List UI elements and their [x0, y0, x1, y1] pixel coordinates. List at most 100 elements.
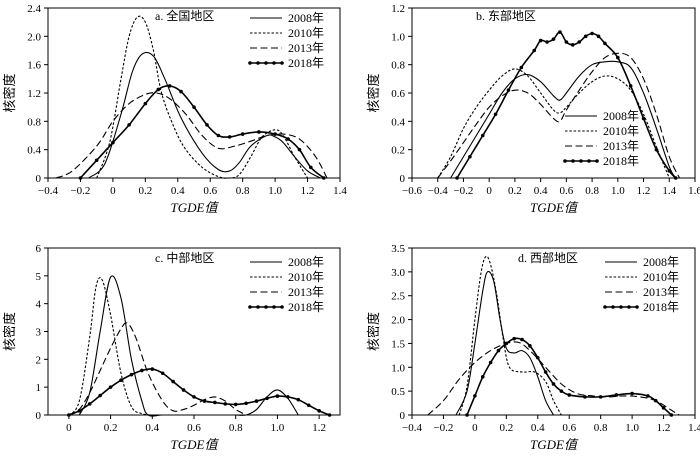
legend-label: 2018年 [288, 300, 324, 314]
y-tick-label: 6 [36, 243, 42, 255]
series-point [94, 158, 99, 163]
series-point [564, 40, 569, 44]
legend-marker [579, 159, 583, 163]
series-point [233, 402, 238, 407]
x-tick-label: 0.8 [229, 422, 243, 434]
y-tick-label: 0 [36, 173, 42, 185]
series-point [257, 130, 261, 134]
legend-label: 2008年 [643, 255, 679, 269]
series-point [244, 401, 248, 406]
series-point [532, 48, 537, 53]
series-point [108, 385, 113, 389]
series-point [127, 123, 131, 127]
series-point [590, 31, 594, 36]
series-point [167, 84, 172, 88]
series-point [181, 388, 186, 392]
x-tick-label: 0.8 [585, 185, 599, 197]
y-tick-label: 0.5 [391, 386, 405, 398]
x-tick-label: 1.2 [301, 185, 315, 197]
series-point [558, 30, 562, 34]
legend-marker [627, 305, 631, 309]
x-tick-label: 0.2 [508, 185, 522, 197]
y-tick-label: 2.0 [391, 315, 405, 327]
x-tick-label: 1.2 [312, 422, 326, 434]
x-tick-label: −0.4 [38, 185, 58, 197]
y-tick-label: 2.4 [27, 3, 41, 15]
x-tick-label: 0 [66, 422, 72, 434]
series-point [528, 344, 532, 348]
legend-marker [272, 305, 276, 309]
legend-marker [603, 305, 607, 309]
legend-marker [619, 305, 623, 309]
y-tick-label: 0.4 [391, 116, 405, 128]
series-point [661, 406, 666, 410]
series-line-2 [96, 15, 309, 179]
legend-label: 2013年 [288, 41, 324, 55]
series-point [654, 147, 659, 152]
legend-label: 2010年 [643, 270, 679, 284]
series-line-1 [455, 270, 554, 416]
series-point [87, 402, 92, 406]
x-tick-label: 0.4 [171, 185, 185, 197]
series-point [275, 394, 280, 398]
y-tick-label: 3.0 [391, 267, 405, 279]
legend-marker [571, 159, 575, 163]
series-point [596, 34, 601, 39]
legend-label: 2008年 [288, 11, 324, 25]
legend-marker [248, 305, 252, 309]
series-line-4 [456, 31, 677, 179]
legend-label: 2010年 [603, 124, 639, 138]
x-tick-label: 1.0 [625, 422, 639, 434]
legend-label: 2013年 [288, 285, 324, 299]
series-point [150, 367, 155, 371]
x-axis-title: TGDE值 [530, 437, 579, 452]
x-tick-label: 1.0 [611, 185, 625, 197]
series-point [240, 132, 245, 136]
series-point [673, 176, 678, 180]
legend-marker [587, 159, 591, 163]
y-tick-label: 2.5 [391, 291, 405, 303]
series-point [223, 402, 228, 406]
series-point [473, 394, 477, 398]
chart-panel-2: −0.6 −0.4 −0.2 0 0.2 0.4 0.6 0.8 1.0 1.2 1.4 1.6 0 0.… [366, 3, 700, 215]
series-point [78, 176, 83, 180]
chart-panel-1: −0.4 −0.2 0 0.2 0.4 0.6 0.8 1.0 1.2 1.4 0 0.4 0.8 1.2… [2, 3, 347, 215]
x-tick-label: 0.6 [187, 422, 201, 434]
series-point [567, 393, 572, 397]
x-axis-title: TGDE值 [171, 200, 220, 215]
legend-marker [280, 305, 284, 309]
y-tick-label: 0.8 [391, 60, 405, 72]
series-point [468, 154, 472, 159]
series-point [506, 88, 511, 92]
y-tick-label: 0.2 [391, 145, 405, 157]
series-point [296, 397, 301, 402]
y-tick-label: 0 [400, 410, 406, 422]
y-tick-label: 4 [36, 299, 42, 311]
series-point [179, 89, 183, 94]
y-tick-label: 3 [36, 327, 42, 339]
y-tick-label: 1.2 [27, 88, 41, 100]
series-line-2 [437, 68, 670, 179]
series-point [519, 65, 524, 70]
series-point [583, 34, 588, 39]
y-tick-label: 2.0 [27, 31, 41, 43]
series-point [641, 116, 646, 121]
x-tick-label: 0 [486, 185, 492, 197]
series-point [156, 87, 161, 92]
series-point [286, 137, 290, 141]
series-point [67, 413, 71, 417]
panel-title: a. 全国地区 [155, 8, 214, 23]
plot-frame [411, 7, 696, 179]
series-point [598, 395, 603, 399]
legend-marker [256, 61, 260, 65]
x-axis-title: TGDE值 [171, 437, 220, 452]
x-tick-label: −0.2 [70, 185, 90, 197]
series-point [512, 336, 516, 341]
y-tick-label: 1.6 [27, 60, 41, 72]
series-point [192, 395, 196, 399]
legend-label: 2018年 [603, 154, 639, 168]
series-point [630, 391, 634, 396]
series-point [520, 337, 524, 342]
legend-marker [611, 305, 615, 309]
